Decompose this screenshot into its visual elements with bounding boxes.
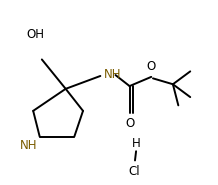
Text: OH: OH	[26, 28, 44, 41]
Text: Cl: Cl	[128, 165, 140, 178]
Text: NH: NH	[20, 139, 37, 152]
Text: H: H	[132, 137, 140, 150]
Text: O: O	[125, 117, 134, 130]
Text: O: O	[147, 60, 156, 73]
Text: NH: NH	[104, 68, 121, 81]
